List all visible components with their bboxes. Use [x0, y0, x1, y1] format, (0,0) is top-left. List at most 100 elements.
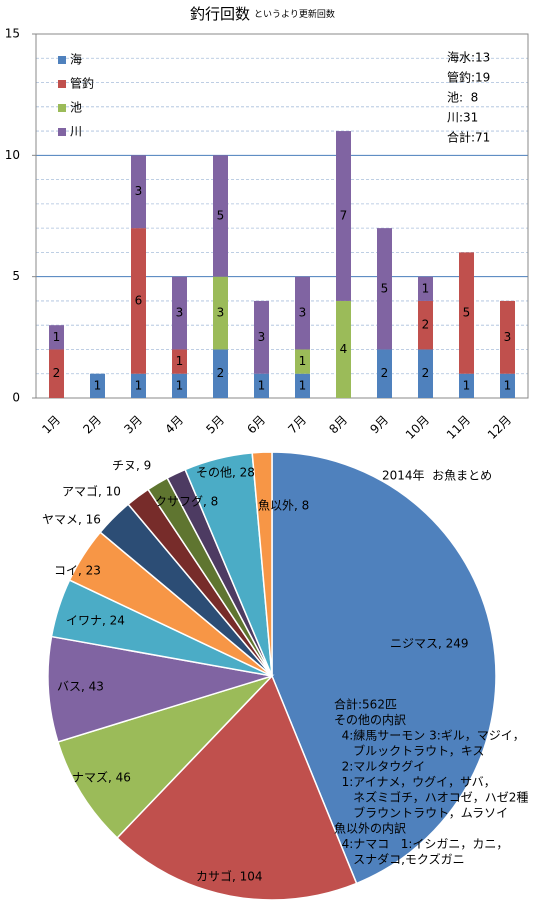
data-label: 1: [299, 354, 307, 368]
data-label: 5: [217, 209, 225, 223]
legend-label: 池: [70, 101, 82, 115]
data-label: 1: [135, 378, 143, 392]
data-label: 2: [422, 318, 430, 332]
legend-swatch: [58, 128, 66, 136]
x-tick-label: 7月: [285, 413, 309, 437]
bar-segment: [336, 300, 351, 398]
x-tick-label: 6月: [244, 413, 268, 437]
chart-title: 2014年 お魚まとめ: [382, 469, 492, 483]
annotation: 川:31: [447, 111, 478, 125]
data-label: 3: [217, 306, 225, 320]
data-label: イワナ, 24: [66, 614, 125, 628]
data-label: コイ, 23: [54, 564, 101, 578]
data-label: 1: [176, 378, 184, 392]
data-label: 3: [299, 306, 307, 320]
note: 合計:562匹: [334, 697, 397, 712]
note: その他の内訳: [334, 712, 406, 727]
data-label: 1: [176, 354, 184, 368]
pie-slice: [116, 674, 358, 901]
data-label: 1: [94, 378, 102, 392]
pie-slice: [251, 451, 273, 677]
bar-segment: [254, 373, 269, 398]
note: ブラウントラウト，ムラソイ: [334, 805, 508, 820]
y-tick-label: 0: [12, 391, 20, 405]
bar-segment: [172, 373, 187, 398]
data-label: 1: [53, 330, 61, 344]
data-label: 6: [135, 293, 143, 307]
x-tick-label: 9月: [367, 413, 391, 437]
note: 2:マルタウグイ: [334, 760, 425, 774]
data-label: その他, 28: [196, 466, 255, 480]
x-tick-label: 11月: [444, 413, 473, 442]
x-tick-label: 2月: [80, 413, 104, 437]
bar-segment: [131, 373, 146, 398]
note: 4:ナマコ 1:イシガニ，カニ，: [334, 837, 508, 851]
data-label: 3: [135, 184, 143, 198]
legend-swatch: [58, 104, 66, 112]
annotation: 海水:13: [447, 50, 490, 65]
bar-segment: [459, 252, 474, 374]
data-label: 4: [340, 342, 348, 356]
bar-segment: [213, 276, 228, 350]
note: 4:練馬サーモン 3:ギル，マジイ，: [334, 729, 525, 743]
data-label: カサゴ, 104: [196, 869, 263, 884]
bar-segment: [418, 276, 433, 301]
data-label: チヌ, 9: [112, 459, 151, 473]
title: 釣行回数: [190, 5, 250, 23]
annotation: 管釣:19: [447, 70, 490, 85]
data-label: 3: [258, 330, 266, 344]
bar-segment: [459, 373, 474, 398]
data-label: 2: [217, 366, 225, 380]
note: 1:アイナメ，ウグイ，サバ，: [334, 775, 496, 789]
bar-segment: [500, 373, 515, 398]
y-tick-label: 5: [12, 269, 20, 283]
bar-segment: [254, 300, 269, 374]
y-tick-label: 15: [5, 27, 20, 41]
data-label: ニジマス, 249: [390, 637, 469, 651]
x-tick-label: 10月: [403, 413, 432, 442]
data-label: ヤマメ, 16: [42, 513, 101, 527]
x-tick-label: 12月: [485, 413, 514, 442]
data-label: 1: [258, 378, 266, 392]
bar-segment: [418, 349, 433, 398]
bar-segment: [500, 300, 515, 374]
data-label: ナマズ, 46: [72, 770, 131, 785]
x-tick-label: 3月: [121, 413, 145, 437]
data-label: 5: [463, 306, 471, 320]
bar-segment: [377, 228, 392, 350]
x-tick-label: 5月: [203, 413, 227, 437]
data-label: 2: [381, 366, 389, 380]
note: 魚以外の内訳: [334, 821, 406, 836]
data-label: クサフグ, 8: [155, 495, 218, 509]
data-label: アマゴ, 10: [62, 484, 121, 499]
bar-segment: [418, 300, 433, 350]
data-label: 1: [422, 281, 430, 295]
annotation: 合計:71: [447, 130, 490, 145]
bar-segment: [131, 228, 146, 374]
data-label: 魚以外, 8: [258, 499, 309, 513]
x-tick-label: 1月: [39, 413, 63, 437]
bar-segment: [295, 373, 310, 398]
data-label: バス, 43: [57, 680, 104, 694]
legend-label: 川: [70, 125, 82, 139]
bar-segment: [213, 155, 228, 277]
legend-label: 管釣: [70, 76, 94, 91]
bar-segment: [49, 325, 64, 350]
bar-segment: [213, 349, 228, 398]
plot-border: [35, 33, 529, 399]
data-label: 1: [463, 378, 471, 392]
bar-segment: [49, 349, 64, 398]
bar-segment: [131, 155, 146, 229]
data-label: 2: [53, 366, 61, 380]
legend-label: 海: [70, 52, 82, 67]
x-tick-label: 4月: [162, 413, 186, 437]
bar-segment: [172, 349, 187, 374]
bar-segment: [90, 373, 105, 398]
bar-segment: [295, 349, 310, 374]
data-label: 2: [422, 366, 430, 380]
pie-slice: [271, 451, 497, 885]
bar-segment: [336, 131, 351, 301]
subtitle: というより更新回数: [254, 8, 335, 20]
bar-segment: [172, 276, 187, 350]
data-label: 1: [299, 378, 307, 392]
